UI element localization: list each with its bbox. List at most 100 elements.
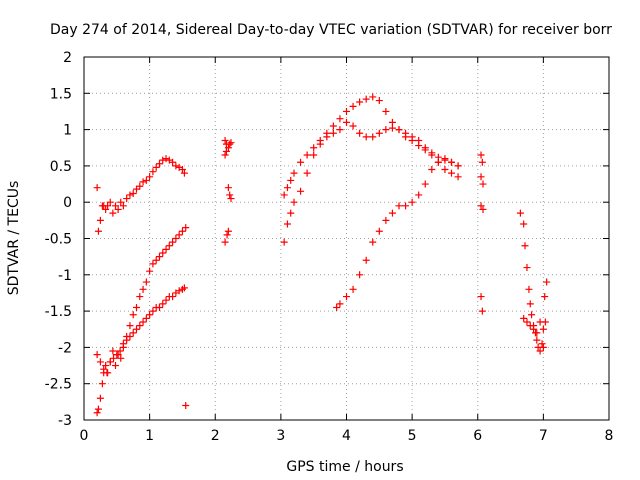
data-point bbox=[226, 191, 234, 199]
data-point bbox=[224, 144, 232, 152]
data-point bbox=[343, 293, 350, 301]
data-point bbox=[362, 95, 370, 103]
data-point bbox=[146, 173, 154, 181]
data-point bbox=[280, 191, 288, 199]
data-point bbox=[139, 285, 147, 293]
tick-labels: 0 1 2 3 4 5 6 7 8 -3 -2.5 -2 -1.5 -1 -0.5 0 0.5 1 1.5 2 bbox=[45, 50, 614, 444]
y-tick-label: -1 bbox=[58, 268, 72, 284]
data-point bbox=[382, 126, 390, 134]
data-point bbox=[303, 169, 311, 177]
y-tick-label: 0 bbox=[63, 195, 72, 211]
data-point bbox=[280, 238, 288, 246]
data-point bbox=[172, 235, 180, 242]
data-point bbox=[395, 126, 403, 134]
data-point bbox=[356, 98, 364, 106]
x-tick-label: 3 bbox=[276, 428, 285, 444]
data-point bbox=[182, 401, 190, 409]
data-point bbox=[155, 303, 163, 311]
data-point bbox=[375, 227, 383, 235]
data-point bbox=[316, 140, 324, 148]
data-point bbox=[96, 394, 104, 402]
data-point bbox=[94, 227, 102, 235]
data-point bbox=[533, 336, 541, 344]
data-point bbox=[369, 93, 377, 101]
data-point bbox=[96, 358, 104, 366]
data-point bbox=[343, 107, 350, 115]
data-point bbox=[133, 303, 140, 311]
data-point bbox=[395, 202, 403, 210]
data-point bbox=[126, 191, 134, 199]
data-point bbox=[303, 151, 311, 159]
data-point bbox=[114, 205, 122, 213]
data-point bbox=[109, 209, 117, 217]
data-point bbox=[126, 333, 134, 341]
y-tick-label: -0.5 bbox=[45, 232, 72, 248]
y-tick-label: -3 bbox=[58, 413, 72, 429]
data-point bbox=[221, 151, 229, 159]
data-point bbox=[283, 184, 291, 192]
data-point bbox=[159, 300, 167, 308]
data-point bbox=[356, 129, 364, 137]
data-point bbox=[136, 293, 144, 301]
data-point bbox=[441, 155, 449, 163]
data-point bbox=[477, 173, 485, 181]
data-point bbox=[159, 249, 167, 257]
data-point bbox=[408, 198, 416, 206]
data-point bbox=[106, 198, 114, 206]
y-tick-label: -1.5 bbox=[45, 304, 72, 320]
data-point bbox=[155, 160, 163, 168]
data-point bbox=[221, 136, 229, 144]
data-point bbox=[290, 198, 298, 206]
data-point bbox=[149, 260, 157, 268]
data-point bbox=[152, 256, 160, 264]
data-point bbox=[169, 293, 177, 301]
data-point bbox=[448, 158, 455, 166]
data-point bbox=[180, 284, 188, 292]
data-point bbox=[297, 158, 305, 166]
data-point bbox=[155, 253, 163, 261]
data-markers bbox=[93, 93, 551, 417]
data-point bbox=[226, 140, 234, 148]
data-point bbox=[382, 216, 390, 224]
data-point bbox=[520, 314, 528, 322]
data-point bbox=[103, 369, 111, 377]
data-point bbox=[528, 311, 536, 319]
data-point bbox=[478, 307, 486, 315]
data-point bbox=[349, 122, 357, 130]
data-point bbox=[113, 351, 121, 359]
data-point bbox=[336, 126, 344, 134]
data-point bbox=[152, 163, 160, 171]
data-point bbox=[178, 166, 186, 174]
data-point bbox=[287, 176, 295, 184]
data-point bbox=[102, 205, 110, 213]
y-tick-label: 1 bbox=[63, 123, 72, 139]
data-point bbox=[290, 169, 298, 177]
data-point bbox=[323, 133, 331, 141]
data-point bbox=[165, 242, 173, 250]
data-point bbox=[525, 285, 533, 293]
data-point bbox=[146, 267, 154, 275]
data-point bbox=[428, 151, 436, 159]
data-point bbox=[169, 158, 177, 166]
data-point bbox=[310, 144, 318, 152]
x-tick-label: 6 bbox=[473, 428, 482, 444]
data-point bbox=[533, 329, 541, 337]
data-point bbox=[100, 365, 108, 373]
data-point bbox=[159, 156, 167, 164]
data-point bbox=[448, 169, 455, 177]
data-point bbox=[139, 178, 147, 186]
x-tick-label: 2 bbox=[211, 428, 220, 444]
chart-title: Day 274 of 2014, Sidereal Day-to-day VTE… bbox=[50, 22, 612, 38]
data-point bbox=[362, 133, 370, 141]
data-point bbox=[297, 187, 305, 195]
data-point bbox=[454, 173, 462, 181]
data-point bbox=[477, 202, 485, 210]
data-point bbox=[133, 325, 140, 333]
data-point bbox=[283, 220, 291, 228]
y-tick-label: -2.5 bbox=[45, 377, 72, 393]
data-point bbox=[349, 102, 357, 110]
data-point bbox=[520, 220, 528, 228]
data-point bbox=[172, 162, 180, 170]
data-point bbox=[415, 191, 423, 199]
data-point bbox=[116, 347, 124, 355]
